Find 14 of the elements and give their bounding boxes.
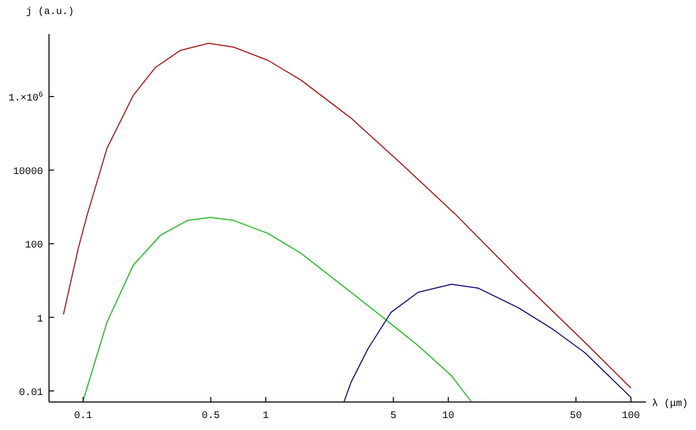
y-axis-title: j (a.u.) (26, 6, 74, 18)
y-tick-label: 0.01 (18, 388, 43, 399)
y-tick-label: 10000 (12, 167, 43, 178)
x-tick-label: 5 (390, 411, 396, 422)
x-tick-label: 0.1 (74, 411, 92, 422)
x-tick-label: 50 (570, 411, 582, 422)
x-tick-label: 0.5 (202, 411, 220, 422)
x-tick-label: 100 (622, 411, 640, 422)
y-tick-label: 1.×10$^{6}$ (8, 90, 44, 105)
x-tick-label: 1 (262, 411, 269, 422)
x-tick-label: 10 (442, 411, 454, 422)
y-tick-label: 100 (24, 240, 43, 252)
x-axis-title: λ (μm) (652, 398, 688, 410)
y-tick-label: 1 (36, 314, 43, 326)
